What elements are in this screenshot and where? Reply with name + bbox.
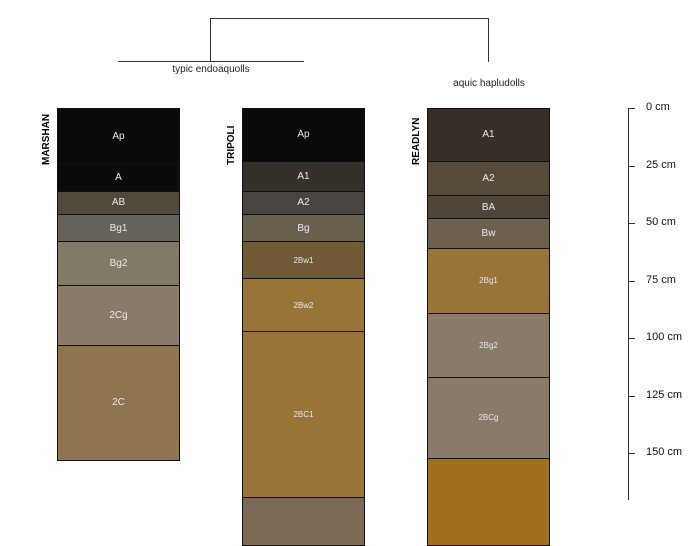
horizon — [242, 496, 365, 546]
horizon — [427, 457, 550, 546]
axis-line — [628, 108, 629, 500]
horizon: 2Bg1 — [427, 248, 550, 314]
dendrogram-branch — [118, 61, 304, 62]
group-label: typic endoaquolls — [172, 64, 250, 75]
horizon: 2Cg — [57, 285, 180, 346]
horizon: A2 — [427, 160, 550, 197]
horizon: Bg — [242, 213, 365, 243]
axis-tick-label: 75 cm — [646, 273, 676, 286]
dendrogram-branch — [210, 18, 211, 62]
horizon: 2C — [57, 344, 180, 461]
axis-tick — [628, 338, 635, 339]
horizon: Bg1 — [57, 213, 180, 243]
horizon: 2Bw2 — [242, 278, 365, 333]
dendrogram-branch — [210, 18, 489, 19]
profile-name: MARSHAN — [41, 113, 52, 165]
horizon: 2BC1 — [242, 331, 365, 498]
horizon: AB — [57, 190, 180, 215]
profile-name: READLYN — [411, 117, 422, 165]
group-label: aquic hapludolls — [453, 78, 525, 89]
axis-tick — [628, 108, 635, 109]
horizon: 2BCg — [427, 377, 550, 459]
horizon: Bg2 — [57, 241, 180, 287]
axis-tick-label: 50 cm — [646, 216, 676, 228]
horizon: Bw — [427, 218, 550, 250]
horizon: BA — [427, 195, 550, 220]
axis-tick-label: 125 cm — [646, 388, 683, 401]
dendrogram-branch — [488, 18, 489, 62]
horizon: 2Bg2 — [427, 312, 550, 379]
horizon: Ap — [242, 108, 365, 162]
axis-tick-label: 25 cm — [646, 158, 676, 171]
horizon: A1 — [242, 160, 365, 192]
axis-tick-label: 0 cm — [646, 101, 670, 113]
axis-tick-label: 100 cm — [646, 331, 683, 343]
horizon: A1 — [427, 108, 550, 162]
axis-tick — [628, 395, 635, 397]
horizon: Ap — [57, 108, 180, 165]
horizon: A — [57, 163, 180, 192]
horizon: 2Bw1 — [242, 241, 365, 280]
axis-tick — [628, 165, 635, 167]
axis-tick — [628, 280, 635, 282]
axis-tick — [628, 223, 635, 224]
axis-tick-label: 150 cm — [646, 446, 683, 458]
profile-name: TRIPOLI — [226, 125, 237, 165]
axis-tick — [628, 453, 635, 454]
horizon: A2 — [242, 190, 365, 215]
